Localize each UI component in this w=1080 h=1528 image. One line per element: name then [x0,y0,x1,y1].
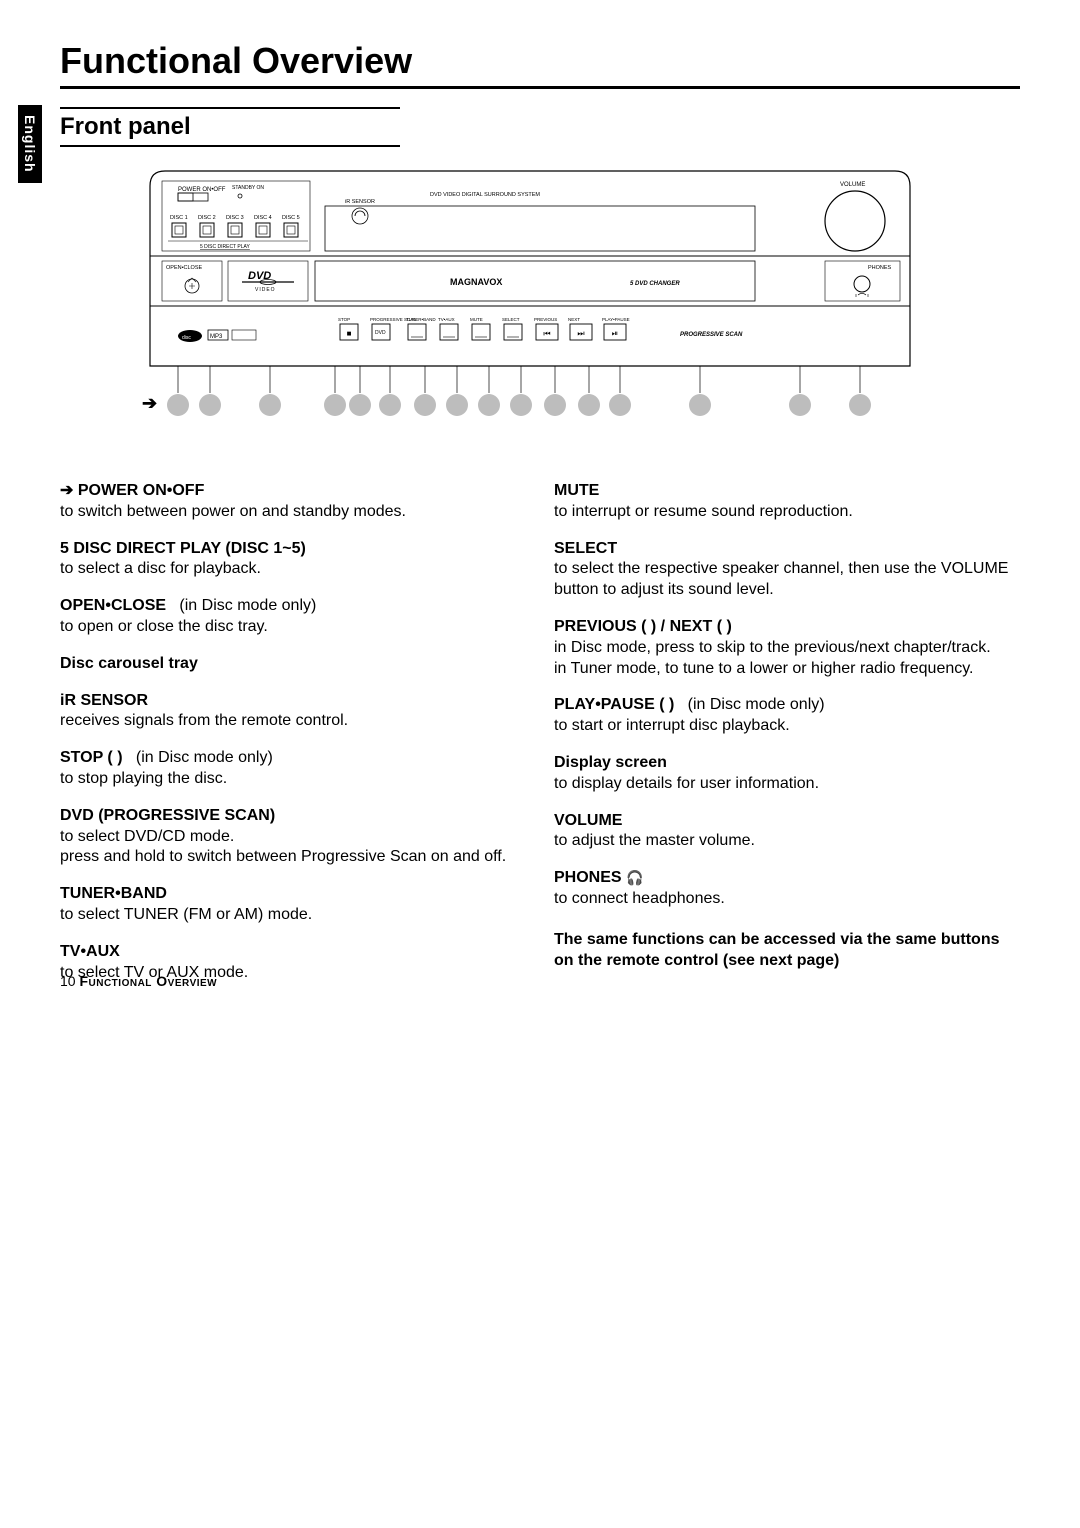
entry-label: PHONES [554,869,626,886]
svg-text:SELECT: SELECT [502,317,520,322]
svg-text:MAGNAVOX: MAGNAVOX [450,277,502,287]
entry-desc2: press and hold to switch between Progres… [60,848,506,865]
svg-text:DVD: DVD [248,270,271,282]
entry-desc: to select TUNER (FM or AM) mode. [60,906,312,923]
svg-text:⏮: ⏮ [543,329,550,338]
description-entry: MUTE to interrupt or resume sound reprodu… [554,481,1020,523]
page-number: 10 [60,973,76,989]
entry-extra: (in Disc mode only) [136,749,273,766]
svg-text:DISC 5: DISC 5 [282,215,300,221]
description-columns: ➔ POWER ON•OFFto switch between power on… [60,481,1020,999]
entry-desc: to connect headphones. [554,890,725,907]
description-entry: PREVIOUS ( ) / NEXT ( ) in Disc mode, pre… [554,617,1020,679]
svg-text:5 DISC DIRECT PLAY: 5 DISC DIRECT PLAY [200,244,250,250]
headphones-icon: 🎧 [626,870,643,886]
description-entry: 5 DISC DIRECT PLAY (DISC 1~5) to select a… [60,539,526,581]
left-column: ➔ POWER ON•OFFto switch between power on… [60,481,526,999]
svg-text:⏯: ⏯ [612,329,618,338]
svg-text:disc: disc [182,335,191,341]
svg-text:VOLUME: VOLUME [840,182,865,188]
entry-extra: (in Disc mode only) [179,597,316,614]
remote-note: The same functions can be accessed via t… [554,930,1020,972]
svg-text:OPEN•CLOSE: OPEN•CLOSE [166,265,202,271]
svg-text:DISC 3: DISC 3 [226,215,244,221]
entry-label: MUTE [554,482,599,499]
entry-desc: to stop playing the disc. [60,770,227,787]
svg-text:5 DVD CHANGER: 5 DVD CHANGER [630,281,680,287]
entry-label: TUNER•BAND [60,885,167,902]
description-entry: iR SENSOR receives signals from the remot… [60,691,526,733]
footer-section: Functional Overview [79,973,217,989]
svg-text:TUNER•BAND: TUNER•BAND [406,317,436,322]
svg-text:➔: ➔ [142,393,157,413]
svg-text:STOP: STOP [338,317,350,322]
svg-text:VIDEO: VIDEO [255,287,276,293]
description-entry: SELECT to select the respective speaker c… [554,539,1020,601]
description-entry: DVD (PROGRESSIVE SCAN) to select DVD/CD m… [60,806,526,868]
svg-text:PHONES: PHONES [868,265,892,271]
svg-text:iR SENSOR: iR SENSOR [345,199,375,205]
svg-text:DVD VIDEO DIGITAL SURROUND SYS: DVD VIDEO DIGITAL SURROUND SYSTEM [430,192,540,198]
entry-desc: in Disc mode, press to skip to the previ… [554,639,991,656]
svg-text:DISC 1: DISC 1 [170,215,188,221]
entry-label: iR SENSOR [60,692,148,709]
entry-label: STOP ( ) [60,749,123,766]
entry-label: POWER ON•OFF [78,482,204,499]
entry-extra: (in Disc mode only) [688,696,825,713]
description-entry: OPEN•CLOSE (in Disc mode only) to open or… [60,596,526,638]
entry-desc: to open or close the disc tray. [60,618,268,635]
svg-text:DISC 2: DISC 2 [198,215,216,221]
entry-label: OPEN•CLOSE [60,597,166,614]
description-entry: PHONES 🎧 to connect headphones. [554,868,1020,910]
entry-desc: to switch between power on and standby m… [60,503,406,520]
entry-label: 5 DISC DIRECT PLAY (DISC 1~5) [60,540,306,557]
svg-text:MP3: MP3 [210,334,223,340]
entry-label: DVD (PROGRESSIVE SCAN) [60,807,275,824]
description-entry: ➔ POWER ON•OFFto switch between power on… [60,481,526,523]
entry-label: Disc carousel tray [60,655,198,672]
svg-text:⏭: ⏭ [577,329,584,338]
svg-text:PLAY•PAUSE: PLAY•PAUSE [602,317,630,322]
entry-desc: to select the respective speaker channel… [554,560,1008,598]
entry-desc: receives signals from the remote control… [60,712,348,729]
description-entry: TUNER•BAND to select TUNER (FM or AM) mod… [60,884,526,926]
right-column: MUTE to interrupt or resume sound reprodu… [554,481,1020,999]
entry-desc: to display details for user information. [554,775,819,792]
svg-text:POWER ON•OFF: POWER ON•OFF [178,187,226,193]
description-entry: STOP ( ) (in Disc mode only) to stop play… [60,748,526,790]
description-entry: PLAY•PAUSE ( ) (in Disc mode only) to sta… [554,695,1020,737]
entry-label: PLAY•PAUSE ( ) [554,696,674,713]
page-title: Functional Overview [60,40,1020,89]
page-footer: 10 Functional Overview [60,973,217,989]
svg-text:DISC 4: DISC 4 [254,215,272,221]
entry-desc2: in Tuner mode, to tune to a lower or hig… [554,660,974,677]
entry-label: SELECT [554,540,617,557]
description-entry: Display screen to display details for use… [554,753,1020,795]
entry-label: Display screen [554,754,667,771]
svg-text:STANDBY ON: STANDBY ON [232,185,264,191]
front-panel-diagram: POWER ON•OFF STANDBY ON DISC 1 DISC 2 DISC 3… [140,161,1020,441]
svg-text:PROGRESSIVE SCAN: PROGRESSIVE SCAN [680,332,743,338]
description-entry: VOLUME to adjust the master volume. [554,811,1020,853]
entry-label: PREVIOUS ( ) / NEXT ( ) [554,618,732,635]
svg-text:■: ■ [347,329,352,338]
svg-text:PREVIOUS: PREVIOUS [534,317,557,322]
section-subtitle: Front panel [60,107,400,147]
entry-desc: to select DVD/CD mode. [60,828,234,845]
entry-desc: to select a disc for playback. [60,560,261,577]
entry-label: TV•AUX [60,943,120,960]
entry-desc: to adjust the master volume. [554,832,755,849]
svg-text:MUTE: MUTE [470,317,483,322]
entry-desc: to start or interrupt disc playback. [554,717,790,734]
entry-desc: to interrupt or resume sound reproductio… [554,503,853,520]
description-entry: Disc carousel tray [60,654,526,675]
svg-text:TV•AUX: TV•AUX [438,317,455,322]
language-tab: English [18,105,42,183]
entry-label: VOLUME [554,812,622,829]
svg-text:NEXT: NEXT [568,317,580,322]
svg-text:DVD: DVD [375,330,386,336]
